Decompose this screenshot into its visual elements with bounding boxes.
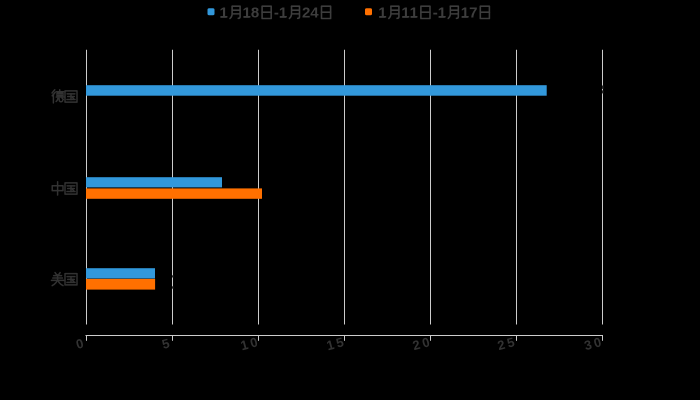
svg-text:30: 30 [582, 334, 605, 354]
svg-text:1: 1 [243, 5, 251, 22]
svg-text:-: - [433, 5, 438, 22]
svg-text:0: 0 [74, 335, 87, 352]
svg-text:2: 2 [302, 5, 310, 22]
svg-text:25: 25 [496, 334, 519, 354]
svg-text:1: 1 [410, 5, 418, 22]
svg-text:15: 15 [325, 334, 348, 354]
svg-text:1: 1 [438, 5, 446, 22]
svg-text:5: 5 [160, 335, 173, 352]
svg-text:8: 8 [251, 5, 259, 22]
svg-text:1: 1 [461, 5, 469, 22]
svg-text:1: 1 [220, 5, 228, 22]
svg-text:1: 1 [401, 5, 409, 22]
svg-text:10: 10 [239, 334, 262, 354]
svg-text:1: 1 [378, 5, 386, 22]
svg-text:1: 1 [279, 5, 287, 22]
svg-text:4: 4 [310, 5, 319, 22]
svg-text:20: 20 [411, 334, 434, 354]
svg-text:-: - [274, 5, 279, 22]
svg-text:7: 7 [469, 5, 477, 22]
